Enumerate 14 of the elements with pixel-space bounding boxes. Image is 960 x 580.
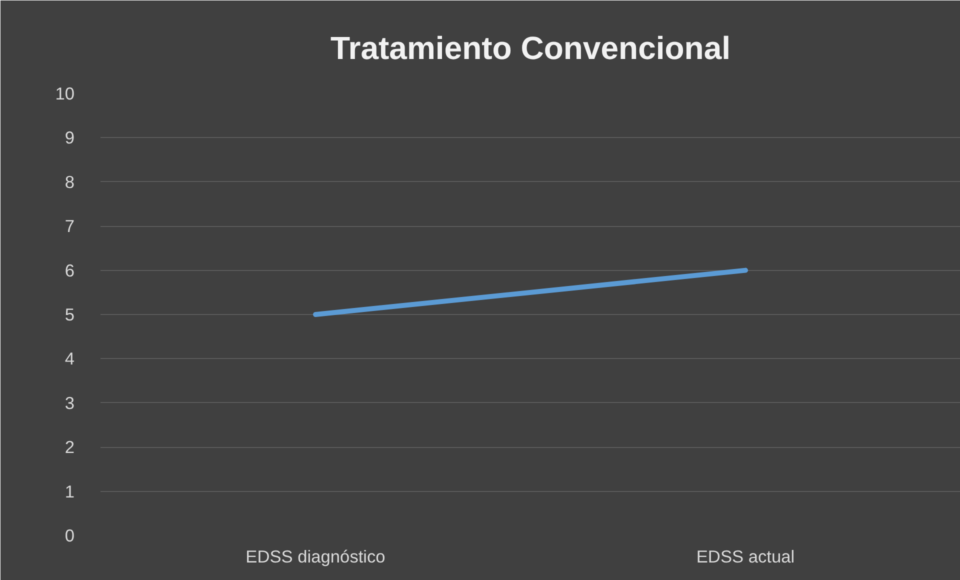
x-tick-label: EDSS actual xyxy=(696,546,795,566)
y-tick-label: 0 xyxy=(64,526,75,546)
y-tick-label: 1 xyxy=(64,481,75,502)
y-tick-label: 10 xyxy=(55,84,75,104)
chart-title: Tratamiento Convencional xyxy=(330,30,731,66)
y-tick-label: 6 xyxy=(64,260,75,280)
y-tick-label: 8 xyxy=(64,172,75,192)
y-tick-label: 9 xyxy=(64,128,75,148)
y-tick-label: 4 xyxy=(64,348,75,369)
x-tick-label: EDSS diagnóstico xyxy=(246,546,386,566)
y-tick-label: 5 xyxy=(64,304,75,324)
y-tick-label: 3 xyxy=(64,392,75,413)
y-tick-label: 2 xyxy=(64,437,75,458)
y-tick-label: 7 xyxy=(64,216,75,236)
